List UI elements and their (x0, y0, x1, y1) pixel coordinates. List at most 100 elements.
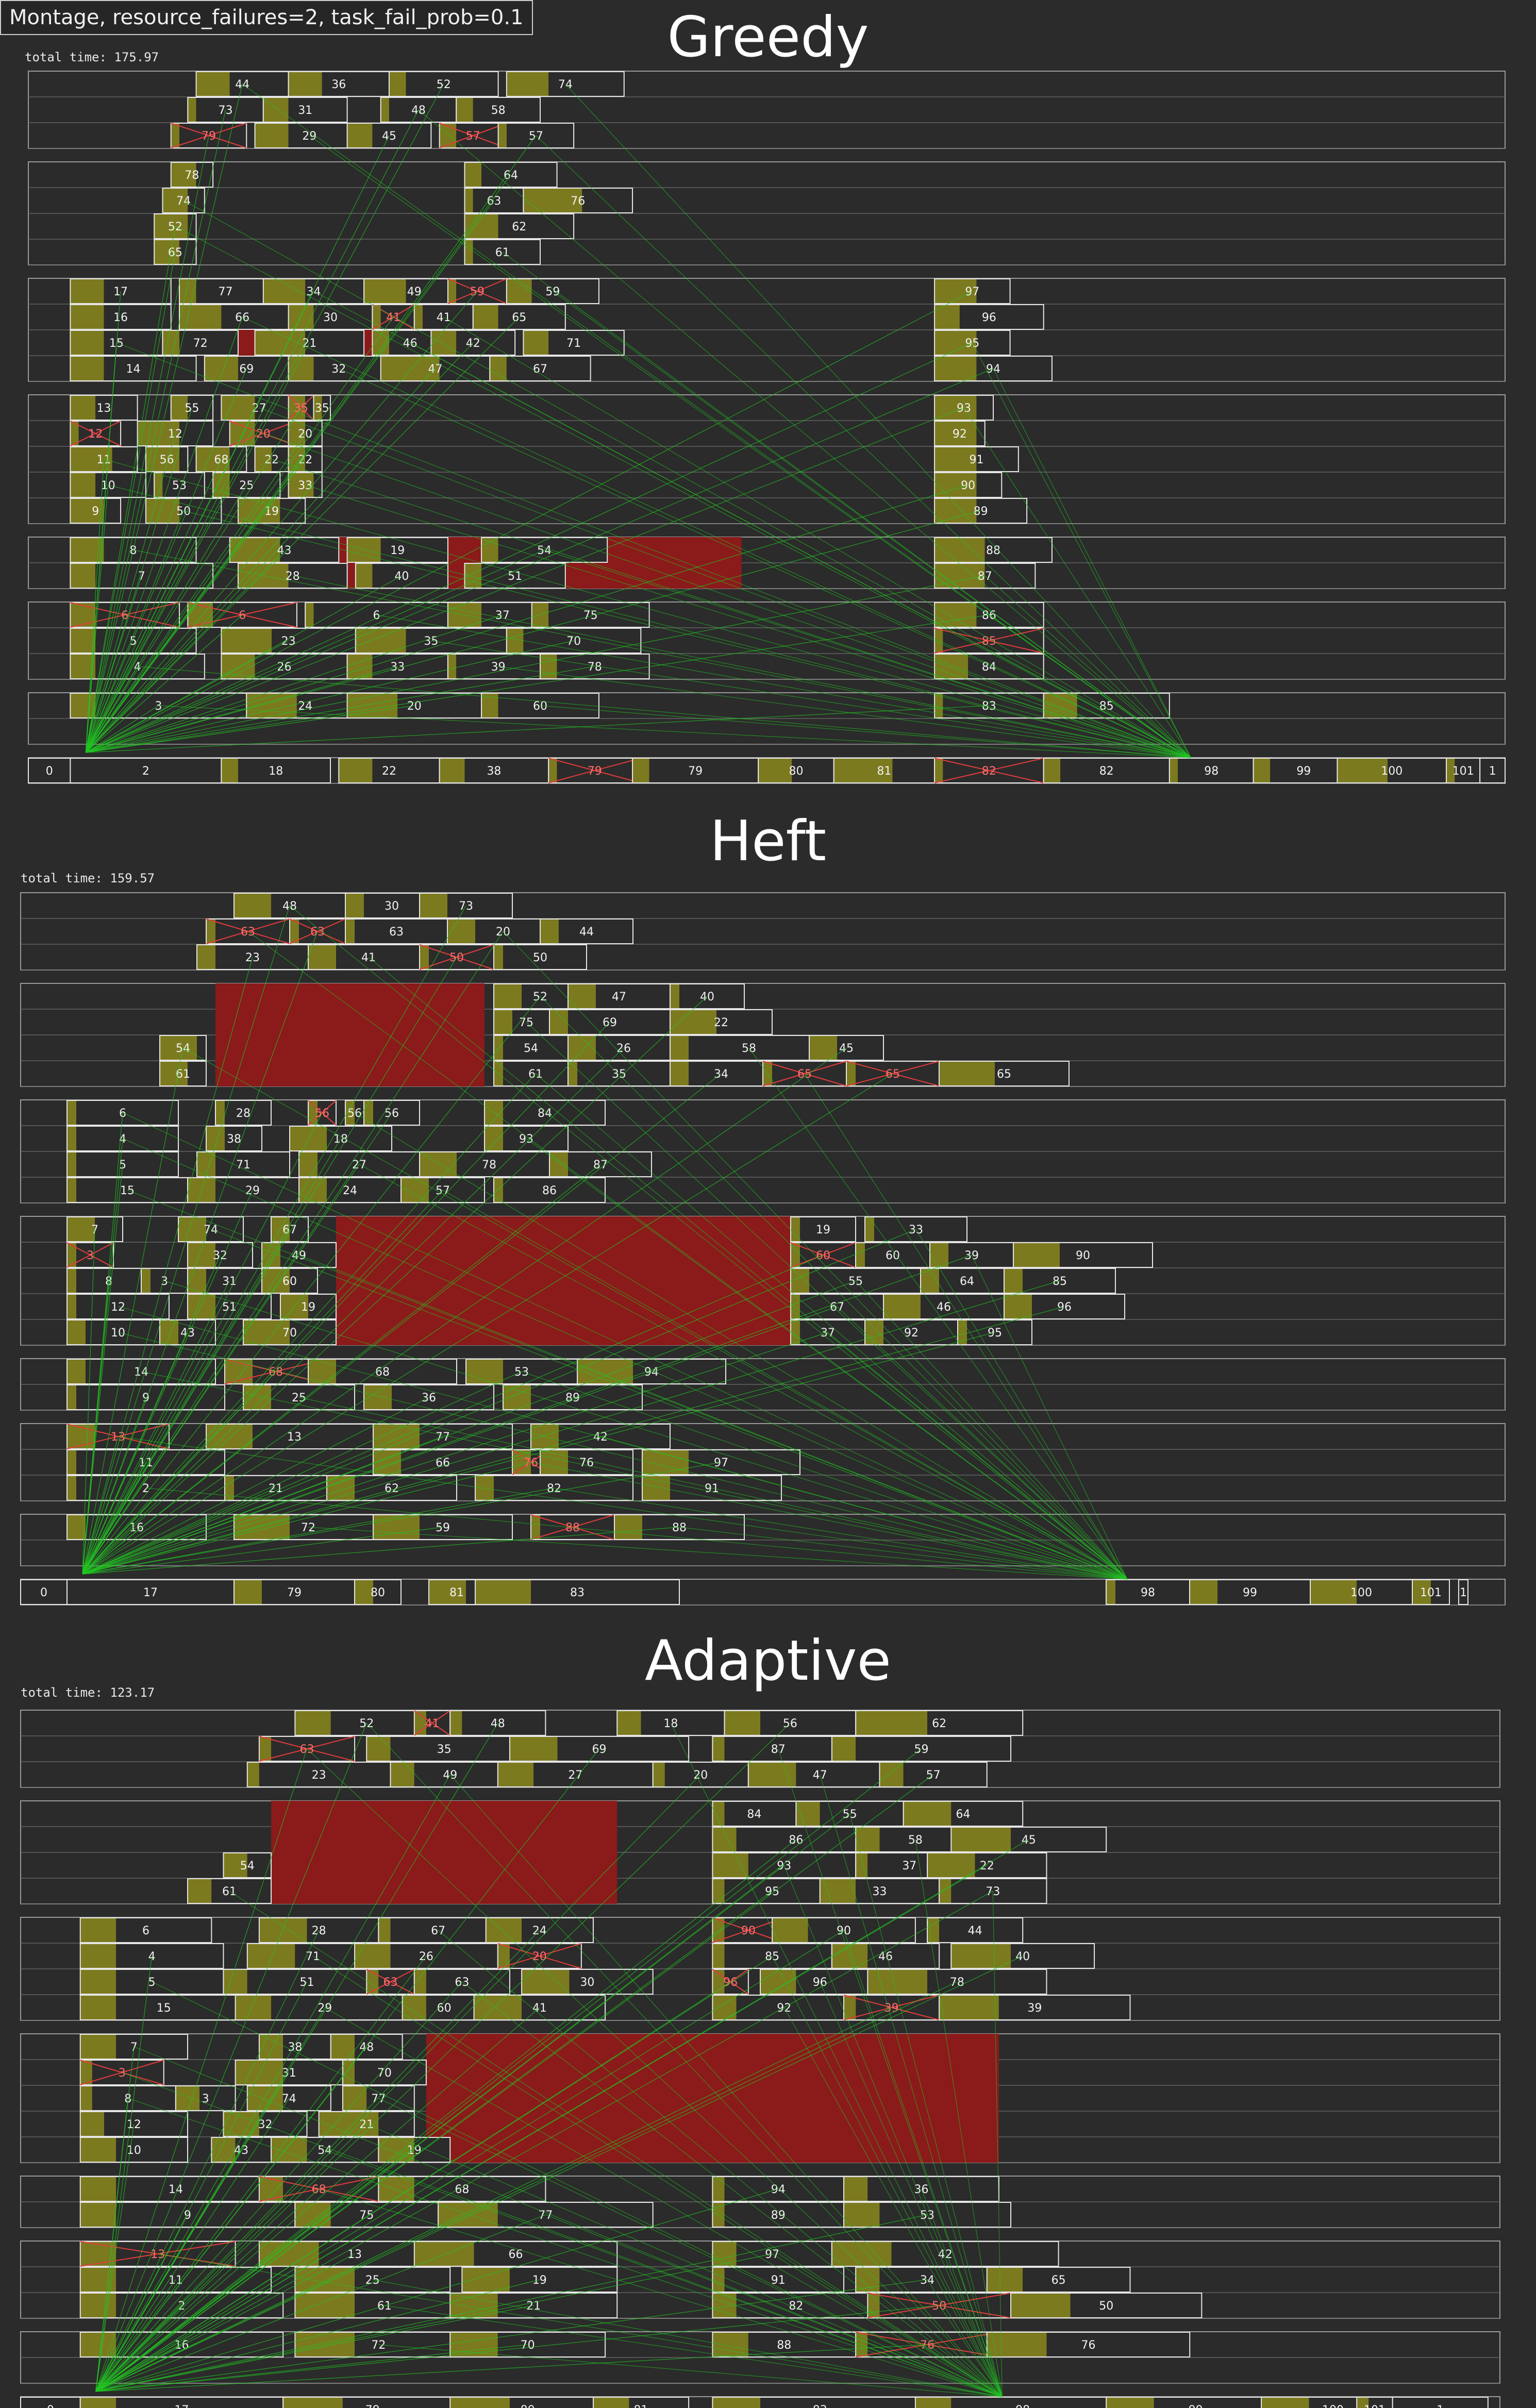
task-transfer-segment (879, 1762, 904, 1787)
task-transfer-segment (223, 1969, 247, 1994)
task-exec-segment (568, 1010, 670, 1034)
dependency-edge (82, 1047, 847, 1575)
task-label: 59 (914, 1743, 928, 1756)
task-exec-segment (426, 1969, 510, 1994)
task-block: 100 (1337, 758, 1447, 783)
task-label: 90 (1076, 1249, 1090, 1262)
task-outline (1010, 2293, 1203, 2318)
dependency-edge (183, 200, 1191, 758)
task-outline (903, 1801, 1024, 1827)
task-outline (212, 472, 281, 498)
task-outline (927, 1917, 1024, 1943)
task-transfer-segment (188, 603, 213, 627)
task-exec-segment (891, 2242, 1059, 2266)
task-outline (159, 1061, 207, 1086)
task-outline (592, 2397, 690, 2408)
task-label: 74 (176, 195, 191, 208)
task-transfer-segment (927, 1853, 975, 1878)
dependency-edge (545, 2214, 1003, 2397)
dependency-edge (82, 1397, 146, 1575)
task-label: 50 (449, 951, 464, 964)
task-label: 13 (347, 2248, 362, 2261)
task-block: 97 (934, 278, 1011, 304)
dependency-edge (82, 957, 457, 1575)
task-label: 23 (281, 635, 296, 648)
task-transfer-segment (390, 1762, 414, 1787)
dependency-edge (289, 905, 1128, 1580)
task-outline (229, 537, 340, 563)
task-exec-segment (355, 2267, 450, 2292)
task-exec-segment (76, 1152, 178, 1177)
task-outline (485, 1917, 594, 1943)
task-outline (449, 2293, 618, 2318)
task-transfer-segment (549, 1010, 568, 1034)
task-block: 39 (939, 1995, 1131, 2020)
task-exec-segment (464, 758, 549, 783)
task-block: 80 (354, 1579, 402, 1605)
task-block: 58 (670, 1035, 828, 1061)
task-block: 93 (712, 1852, 857, 1878)
task-outline (175, 2085, 236, 2111)
task-transfer-segment (540, 1450, 568, 1475)
task-transfer-segment (401, 1178, 429, 1202)
task-outline (70, 395, 138, 421)
task-exec-segment (724, 1969, 748, 1994)
task-exec-segment (313, 473, 322, 497)
dependency-edge (553, 291, 1191, 758)
task-transfer-segment (70, 356, 104, 381)
task-block: 6 (79, 1917, 212, 1943)
task-label: 67 (830, 1301, 844, 1314)
task-exec-segment (414, 2177, 546, 2201)
task-block: 44 (540, 918, 633, 944)
task-block: 57 (400, 1177, 485, 1203)
task-outline (308, 1100, 337, 1126)
task-transfer-segment (1011, 2293, 1071, 2318)
task-exec-segment (290, 1268, 318, 1293)
task-label: 35 (315, 402, 329, 415)
task-label: 5 (148, 1976, 156, 1989)
task-transfer-segment (712, 2267, 725, 2292)
task-transfer-segment (235, 1995, 272, 2020)
task-exec-segment (509, 1944, 581, 1968)
dependency-edge (95, 2344, 928, 2392)
task-label: 59 (470, 286, 485, 298)
dependency-edge (82, 1332, 188, 1575)
task-transfer-segment (171, 162, 196, 187)
task-transfer-segment (80, 1995, 116, 2020)
task-transfer-segment (154, 473, 163, 497)
task-transfer-segment (831, 2242, 892, 2266)
dependency-edge (298, 1255, 1128, 1580)
task-outline (1392, 2397, 1489, 2408)
task-outline (540, 918, 633, 944)
task-outline (196, 1151, 290, 1177)
task-exec-segment (290, 1515, 382, 1540)
task-label: 80 (789, 765, 803, 778)
task-outline (489, 356, 591, 381)
failed-cross (497, 1943, 582, 1969)
task-block: 50 (1010, 2293, 1203, 2318)
dependency-edge (521, 1371, 1128, 1580)
task-outline (484, 1126, 569, 1151)
task-label: 93 (957, 402, 971, 415)
task-label: 94 (771, 2183, 786, 2196)
task-block: 101 (1446, 758, 1481, 783)
dependency-edge (82, 1190, 443, 1575)
task-label: 56 (783, 1717, 797, 1730)
task-block: 63 (366, 1969, 415, 1995)
task-block: 17 (79, 2397, 284, 2408)
task-exec-segment (253, 1424, 382, 1449)
task-block: 15 (70, 330, 163, 356)
task-exec-segment (305, 421, 322, 446)
task-block: 15 (66, 1177, 188, 1203)
task-outline (481, 693, 599, 718)
task-label: 96 (982, 311, 996, 324)
task-transfer-segment (197, 1152, 215, 1177)
dependency-edge (95, 2279, 176, 2392)
task-block: 70 (506, 628, 642, 654)
task-transfer-segment (420, 945, 429, 969)
task-transfer-segment (846, 1061, 856, 1086)
task-block: 84 (712, 1801, 797, 1827)
dependency-edge (993, 368, 1191, 758)
dependency-edge (82, 1332, 995, 1575)
